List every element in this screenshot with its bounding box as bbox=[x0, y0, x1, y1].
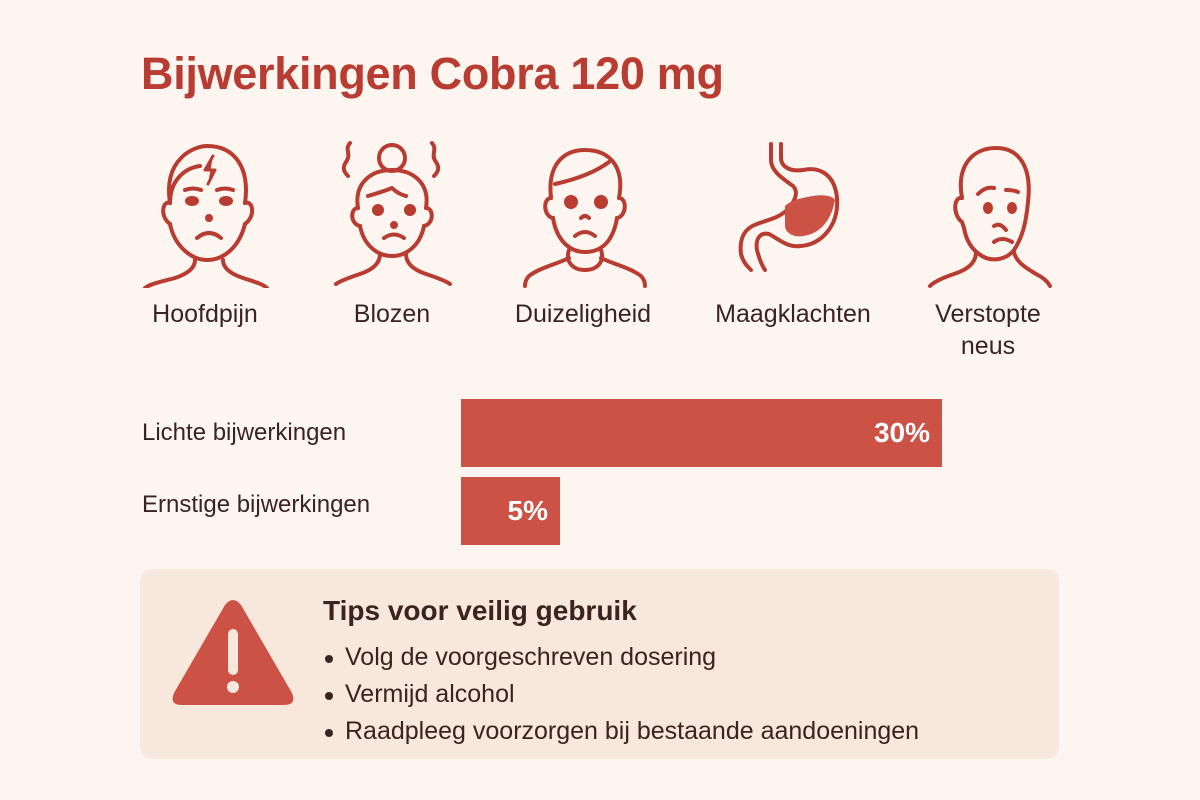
warning-triangle-icon bbox=[172, 600, 294, 705]
stuffy-nose-face-icon bbox=[928, 146, 1052, 288]
tip-item: Raadpleeg voorzorgen bij bestaande aando… bbox=[323, 713, 919, 750]
bar-severe: 5% bbox=[461, 477, 560, 545]
symptom-label-line1: Verstopte bbox=[935, 300, 1041, 328]
bar-value-severe: 5% bbox=[507, 495, 548, 526]
headache-face-icon bbox=[143, 144, 269, 288]
symptom-label-line2: neus bbox=[960, 332, 1016, 360]
symptom-stuffy-nose: Verstopte neus bbox=[898, 138, 1078, 362]
flushed-face-icon bbox=[334, 141, 452, 286]
symptom-dizziness: Duizeligheid bbox=[493, 138, 673, 330]
stomach-icon bbox=[738, 142, 840, 272]
symptom-headache: Hoofdpijn bbox=[115, 138, 295, 330]
tip-item: Volg de voorgeschreven dosering bbox=[323, 639, 919, 676]
symptom-stomach: Maagklachten bbox=[703, 138, 883, 330]
tips-card: Tips voor veilig gebruik Volg de voorges… bbox=[140, 569, 1059, 759]
page-title: Bijwerkingen Cobra 120 mg bbox=[141, 48, 724, 99]
symptom-label: Hoofdpijn bbox=[152, 300, 258, 328]
symptom-label: Duizeligheid bbox=[514, 300, 652, 328]
symptom-flushing: Blozen bbox=[302, 138, 482, 330]
bar-value-mild: 30% bbox=[873, 417, 930, 448]
bar-label-severe: Ernstige bijwerkingen bbox=[142, 491, 371, 518]
symptom-label: Blozen bbox=[353, 300, 431, 328]
tips-title: Tips voor veilig gebruik bbox=[323, 595, 637, 626]
dizzy-face-icon bbox=[523, 148, 647, 288]
symptom-label: Maagklachten bbox=[715, 300, 871, 328]
bar-label-mild: Lichte bijwerkingen bbox=[142, 419, 347, 446]
bar-mild: 30% bbox=[461, 399, 942, 467]
tip-item: Vermijd alcohol bbox=[323, 676, 919, 713]
symptom-label: Verstopte neus bbox=[898, 298, 1078, 362]
tips-list: Volg de voorgeschreven dosering Vermijd … bbox=[323, 639, 919, 750]
